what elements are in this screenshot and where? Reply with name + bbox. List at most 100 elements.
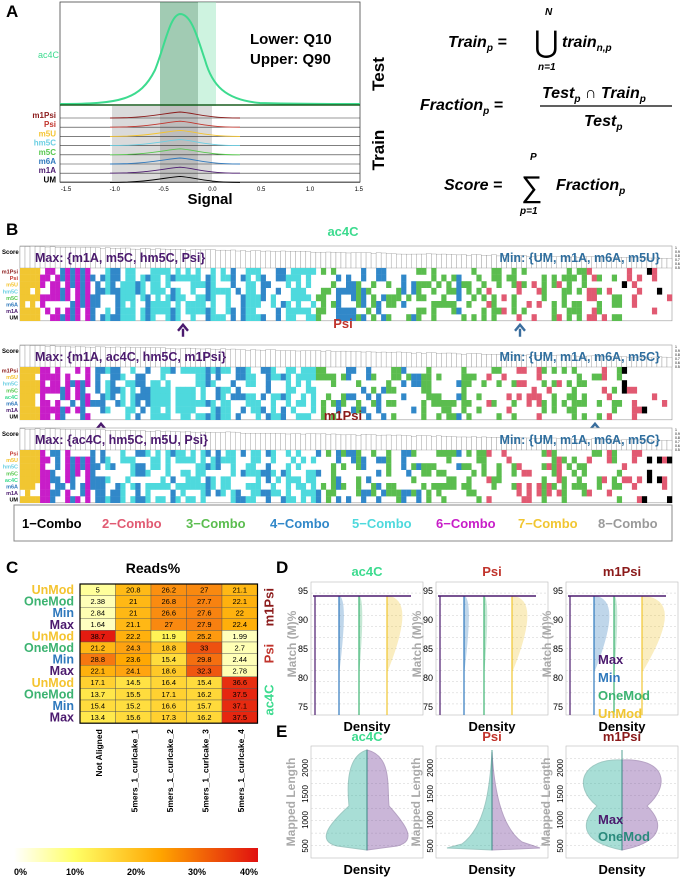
combo-cell xyxy=(541,281,547,288)
heat-col-label: 5mers_1_curlcake_2 xyxy=(165,729,175,812)
combo-cell xyxy=(335,294,342,302)
combo-cell xyxy=(626,274,633,282)
combo-cell xyxy=(35,281,41,288)
combo-cell xyxy=(416,268,422,275)
combo-cell xyxy=(391,413,397,420)
combo-cell xyxy=(40,450,46,457)
combo-cell xyxy=(511,413,517,420)
combo-cell xyxy=(80,380,86,387)
combo-cell xyxy=(60,268,66,275)
combo-cell xyxy=(65,463,71,470)
combo-cell xyxy=(416,489,422,497)
score-tick: 0.9 xyxy=(675,349,680,353)
d-ytick: 90 xyxy=(423,615,433,625)
combo-cell xyxy=(421,483,427,490)
combo-cell xyxy=(205,367,211,374)
d-ytick: 75 xyxy=(298,702,308,712)
combo-cell xyxy=(280,301,287,308)
combo-cell xyxy=(145,386,151,394)
score-bar xyxy=(370,253,377,269)
combo-cell xyxy=(140,307,146,315)
combo-cell xyxy=(356,456,362,464)
combo-cell xyxy=(215,287,221,295)
combo-cell xyxy=(421,268,427,275)
combo-cell xyxy=(325,287,332,295)
combo-cell xyxy=(260,287,266,295)
combo-cell xyxy=(55,483,61,490)
combo-cell xyxy=(135,373,141,381)
combo-cell xyxy=(531,393,537,401)
combo-cell xyxy=(506,393,512,401)
combo-cell xyxy=(270,483,276,490)
combo-cell xyxy=(295,294,302,302)
combo-cell xyxy=(150,281,156,288)
combo-cell xyxy=(401,393,407,401)
combo-cell xyxy=(275,287,281,295)
heat-cell-value: 27.7 xyxy=(197,597,212,606)
combo-cell xyxy=(636,450,643,457)
combo-cell xyxy=(70,456,76,464)
combo-cell xyxy=(396,367,402,374)
combo-cell xyxy=(280,274,287,282)
b-row-label: hm5C xyxy=(3,465,18,471)
heat-cell-value: 21.1 xyxy=(126,620,141,629)
combo-cell xyxy=(170,314,176,321)
combo-cell xyxy=(225,294,231,302)
combo-cell xyxy=(30,386,36,394)
score-bar xyxy=(360,434,367,451)
combo-cell xyxy=(386,314,392,321)
combo-cell xyxy=(260,489,266,497)
score-bar xyxy=(340,434,347,451)
combo-cell xyxy=(556,380,562,387)
score-bar xyxy=(426,352,432,368)
combo-cell xyxy=(290,307,297,315)
combo-cell xyxy=(330,380,337,387)
b-row-label: m5U xyxy=(6,283,18,289)
combo-cell xyxy=(401,496,407,503)
combo-cell xyxy=(320,400,327,407)
combo-cell xyxy=(305,281,312,288)
panel-e-letter: E xyxy=(276,722,287,741)
combo-cell xyxy=(220,476,226,484)
combo-cell xyxy=(120,287,126,295)
combo-cell xyxy=(335,307,342,315)
score-bar xyxy=(350,434,357,451)
score-bar xyxy=(481,436,487,451)
combo-cell xyxy=(130,456,136,464)
train-label: Train xyxy=(369,130,388,171)
combo-cell xyxy=(140,287,146,295)
combo-cell xyxy=(340,307,347,315)
combo-cell xyxy=(496,413,502,420)
combo-cell xyxy=(315,367,322,374)
combo-cell xyxy=(576,268,582,275)
colorbar xyxy=(14,848,258,862)
combo-cell xyxy=(185,413,191,420)
heat-cell-value: 22.2 xyxy=(126,632,141,641)
score-bar xyxy=(225,431,231,451)
combo-cell xyxy=(235,373,241,381)
combo-cell xyxy=(461,314,467,321)
combo-cell xyxy=(245,469,251,477)
combo-cell xyxy=(30,483,36,490)
combo-legend: 1−Combo 2−Combo 3−Combo 4−Combo 5−Combo 6−Com… xyxy=(22,516,658,531)
combo-cell xyxy=(315,450,322,457)
score-bar xyxy=(320,433,327,451)
combo-cell xyxy=(245,301,251,308)
combo-cell xyxy=(30,450,36,457)
combo-cell xyxy=(426,463,432,470)
combo-cell xyxy=(406,469,412,477)
combo-cell xyxy=(260,393,266,401)
combo-cell xyxy=(446,400,452,407)
combo-cell xyxy=(325,393,332,401)
combo-cell xyxy=(491,483,497,490)
combo-cell xyxy=(411,450,417,457)
combo-cell xyxy=(120,373,126,381)
combo-cell xyxy=(80,287,86,295)
combo-cell xyxy=(40,489,46,497)
d-density-shape xyxy=(483,595,488,673)
min-arrow xyxy=(514,322,526,337)
combo-cell xyxy=(265,489,271,497)
combo-cell xyxy=(75,380,81,387)
score-bar xyxy=(360,252,367,269)
